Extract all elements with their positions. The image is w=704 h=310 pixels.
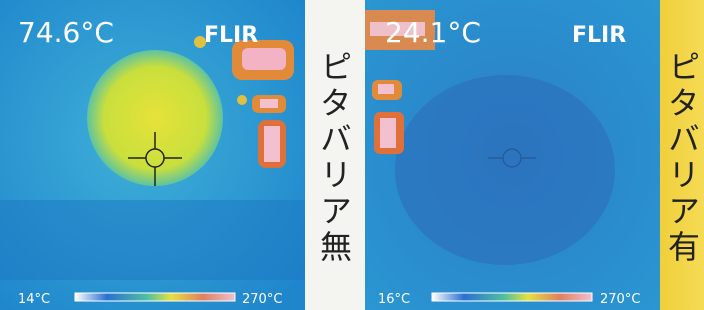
brand: FLIR: [572, 23, 626, 48]
color-scale: [75, 293, 235, 301]
reading: 24.1°C: [385, 16, 481, 49]
reading: 74.6°C: [18, 16, 114, 49]
page: 74.6°C FLIR 14°C 270°C 24.1°C FLIR 16°C …: [0, 0, 704, 310]
vertical-label: ピタバリア無: [312, 50, 356, 300]
brand: FLIR: [204, 23, 258, 48]
scale-max: 270°C: [242, 292, 282, 307]
scale-max: 270°C: [600, 292, 640, 307]
scale-min: 14°C: [18, 292, 50, 307]
scale-min: 16°C: [378, 292, 410, 307]
color-scale: [432, 293, 592, 301]
vertical-label: ピタバリア有: [660, 50, 704, 300]
hot-area: [87, 50, 223, 186]
cool-area: [395, 75, 615, 265]
shade: [0, 200, 305, 280]
